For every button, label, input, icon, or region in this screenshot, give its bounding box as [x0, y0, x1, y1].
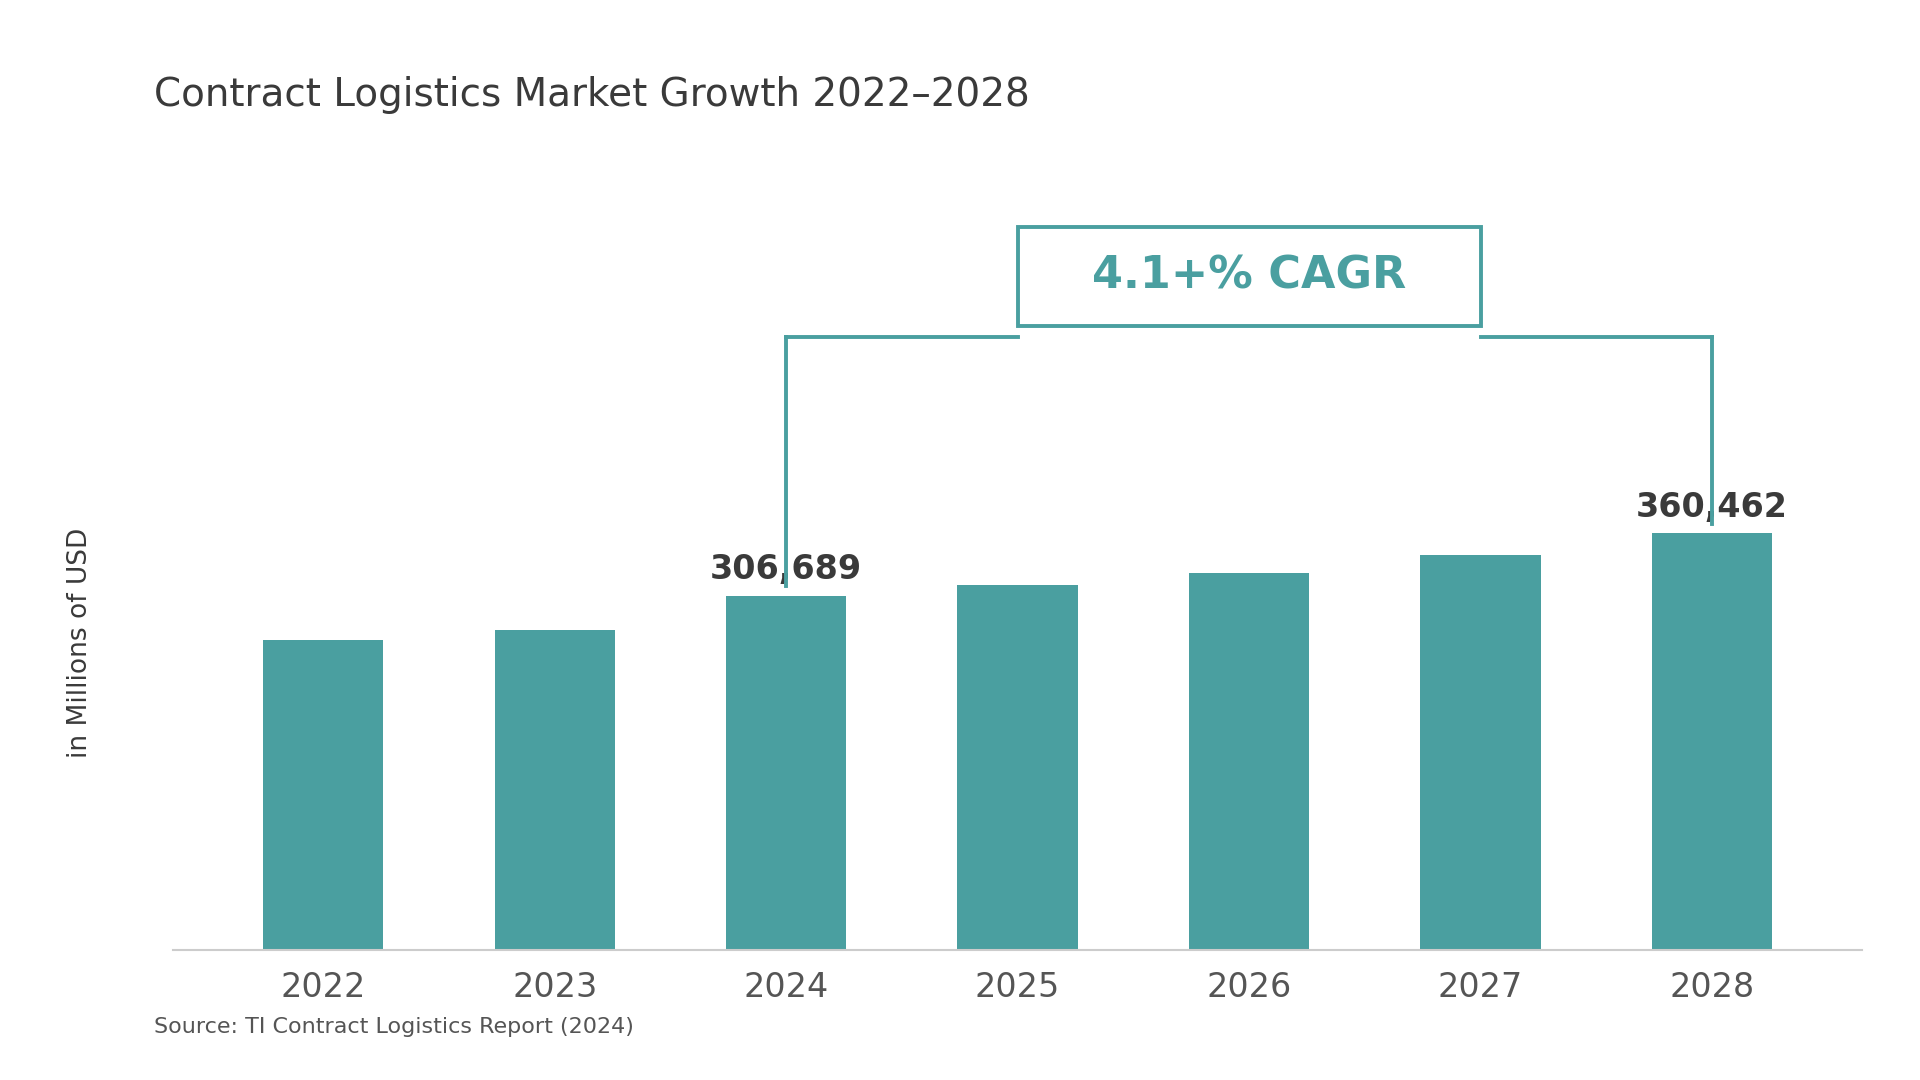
Bar: [495, 630, 614, 950]
Bar: [263, 640, 384, 950]
Text: 360,462: 360,462: [1636, 491, 1788, 524]
FancyBboxPatch shape: [1018, 227, 1480, 325]
Bar: [958, 584, 1077, 950]
Bar: [1421, 555, 1540, 950]
Text: Source: TI Contract Logistics Report (2024): Source: TI Contract Logistics Report (20…: [154, 1016, 634, 1037]
Bar: [726, 595, 847, 950]
Text: 4.1+% CAGR: 4.1+% CAGR: [1092, 255, 1405, 298]
Text: Contract Logistics Market Growth 2022–2028: Contract Logistics Market Growth 2022–20…: [154, 76, 1029, 113]
Text: 306,689: 306,689: [710, 553, 862, 586]
Bar: [1651, 534, 1772, 950]
Bar: [1188, 573, 1309, 950]
Text: in Millions of USD: in Millions of USD: [67, 527, 92, 758]
